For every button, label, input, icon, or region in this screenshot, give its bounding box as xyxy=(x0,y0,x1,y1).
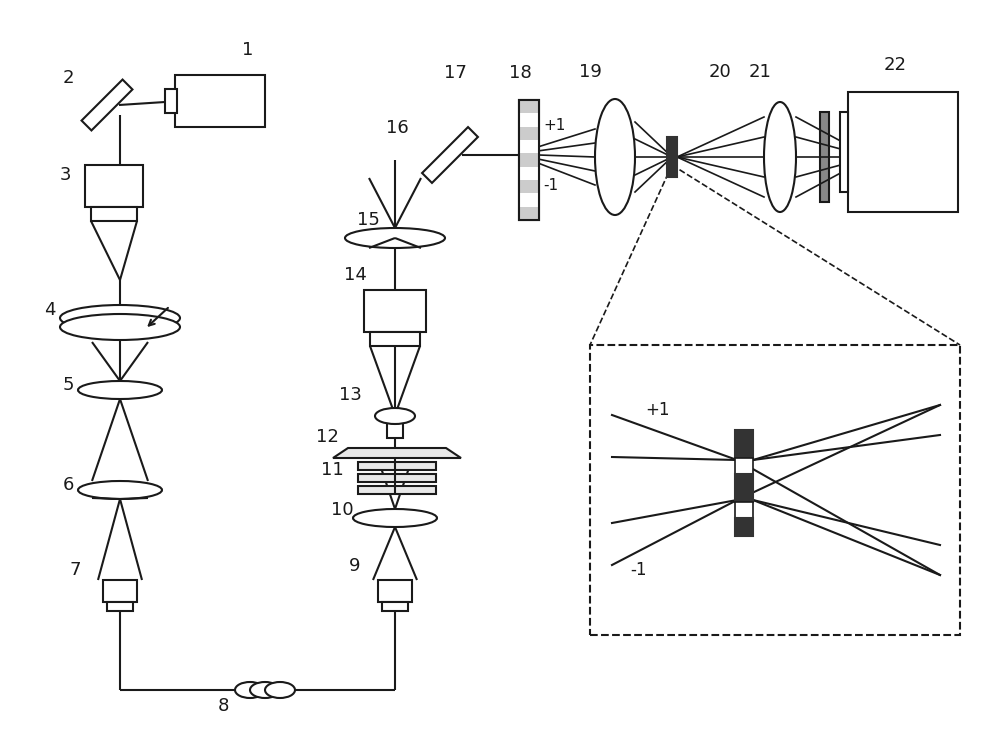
Bar xyxy=(175,75,265,127)
Bar xyxy=(107,602,133,611)
Text: 9: 9 xyxy=(349,557,361,575)
Bar xyxy=(520,167,538,180)
Bar xyxy=(364,290,426,332)
Ellipse shape xyxy=(60,314,180,340)
Text: 7: 7 xyxy=(69,561,81,579)
Bar xyxy=(91,207,137,221)
Bar xyxy=(358,486,436,494)
Text: 21: 21 xyxy=(749,63,771,81)
Bar xyxy=(590,345,960,635)
Text: 18: 18 xyxy=(509,64,531,82)
Bar xyxy=(103,580,137,602)
Text: 5: 5 xyxy=(62,376,74,394)
Ellipse shape xyxy=(78,381,162,399)
Text: 6: 6 xyxy=(62,476,74,494)
Bar xyxy=(667,137,677,177)
Text: 20: 20 xyxy=(709,63,731,81)
Bar xyxy=(520,100,538,113)
Bar xyxy=(387,418,403,438)
Bar xyxy=(840,112,848,192)
Text: +1: +1 xyxy=(645,401,670,419)
Text: 12: 12 xyxy=(316,428,338,446)
Ellipse shape xyxy=(595,99,635,215)
Ellipse shape xyxy=(375,408,415,424)
Bar xyxy=(735,430,753,458)
Bar xyxy=(370,332,420,346)
Text: -1: -1 xyxy=(630,561,646,579)
Bar xyxy=(520,207,538,220)
Ellipse shape xyxy=(60,305,180,331)
Text: +1: +1 xyxy=(543,118,565,133)
Bar xyxy=(382,602,408,611)
Ellipse shape xyxy=(345,228,445,248)
Ellipse shape xyxy=(265,682,295,698)
Text: 17: 17 xyxy=(444,64,466,82)
Bar xyxy=(520,127,538,140)
Bar xyxy=(735,518,753,536)
Text: 13: 13 xyxy=(339,386,361,404)
Bar xyxy=(358,474,436,482)
Bar xyxy=(520,154,538,167)
Text: 22: 22 xyxy=(884,56,906,74)
Text: 4: 4 xyxy=(44,301,56,319)
Bar xyxy=(520,140,538,154)
Bar xyxy=(848,92,958,212)
Bar xyxy=(519,100,539,220)
Text: 8: 8 xyxy=(217,697,229,715)
Text: 11: 11 xyxy=(321,461,343,479)
Polygon shape xyxy=(333,448,461,458)
Text: 15: 15 xyxy=(357,211,379,229)
Text: 1: 1 xyxy=(242,41,254,59)
Bar xyxy=(520,113,538,127)
Ellipse shape xyxy=(764,102,796,212)
Bar xyxy=(85,165,143,207)
Bar xyxy=(820,112,829,202)
Bar xyxy=(519,100,539,220)
Polygon shape xyxy=(82,79,132,130)
Text: 19: 19 xyxy=(579,63,601,81)
Text: 14: 14 xyxy=(344,266,366,284)
Text: 2: 2 xyxy=(62,69,74,87)
Bar xyxy=(358,462,436,470)
Bar xyxy=(735,474,753,502)
Bar xyxy=(165,89,177,113)
Bar xyxy=(735,502,753,518)
Text: 3: 3 xyxy=(59,166,71,184)
Text: 10: 10 xyxy=(331,501,353,519)
Bar xyxy=(520,193,538,207)
Bar xyxy=(520,180,538,193)
Polygon shape xyxy=(422,127,478,183)
Ellipse shape xyxy=(353,509,437,527)
Ellipse shape xyxy=(78,481,162,499)
Text: -1: -1 xyxy=(543,178,558,192)
Bar xyxy=(378,580,412,602)
Ellipse shape xyxy=(250,682,280,698)
Text: 16: 16 xyxy=(386,119,408,137)
Bar xyxy=(735,458,753,474)
Ellipse shape xyxy=(235,682,265,698)
